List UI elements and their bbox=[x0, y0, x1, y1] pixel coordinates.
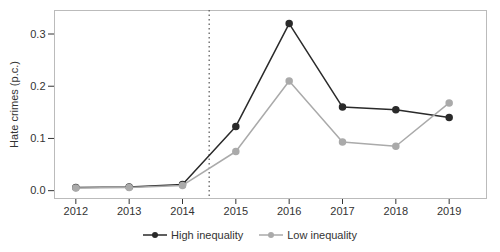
svg-text:2017: 2017 bbox=[330, 205, 354, 217]
svg-text:0.1: 0.1 bbox=[30, 132, 45, 144]
svg-text:2016: 2016 bbox=[277, 205, 301, 217]
svg-text:0.3: 0.3 bbox=[30, 28, 45, 40]
svg-text:2013: 2013 bbox=[117, 205, 141, 217]
svg-text:0.2: 0.2 bbox=[30, 80, 45, 92]
svg-text:2012: 2012 bbox=[64, 205, 88, 217]
svg-text:2018: 2018 bbox=[384, 205, 408, 217]
svg-text:2014: 2014 bbox=[170, 205, 194, 217]
svg-text:2015: 2015 bbox=[224, 205, 248, 217]
svg-text:2019: 2019 bbox=[437, 205, 461, 217]
html-text:Low inequality: Low inequality bbox=[287, 229, 357, 241]
svg-text:0.0: 0.0 bbox=[30, 184, 45, 196]
svg-text:Hate crimes (p.c.): Hate crimes (p.c.) bbox=[8, 61, 20, 148]
html-text:High inequality: High inequality bbox=[171, 229, 244, 241]
